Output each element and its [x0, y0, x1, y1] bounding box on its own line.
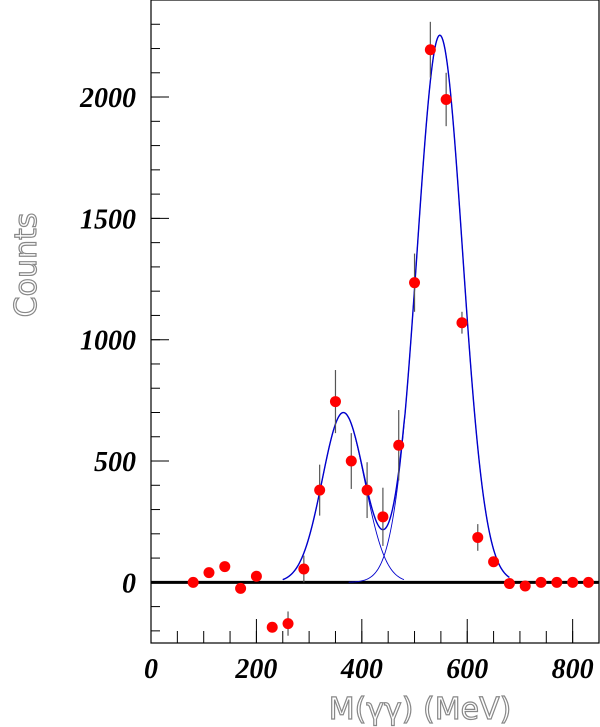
data-point	[440, 93, 452, 105]
y-tick-label: 500	[94, 447, 136, 478]
minor-ticks	[151, 23, 574, 643]
y-tick-label: 2000	[79, 83, 136, 114]
data-point	[551, 576, 563, 588]
y-axis-title: Counts	[9, 213, 44, 318]
y-tick-label: 1500	[80, 204, 136, 235]
data-point	[203, 567, 215, 579]
data-point	[488, 556, 500, 568]
data-point	[456, 317, 468, 329]
data-point	[361, 484, 373, 496]
data-point	[345, 455, 357, 467]
data-point	[250, 570, 262, 582]
data-point	[393, 439, 405, 451]
y-tick-label: 0	[122, 568, 136, 599]
fit-component-curve-1	[282, 412, 405, 581]
data-point	[298, 563, 310, 575]
plot-frame	[150, 0, 600, 644]
fit-curves	[282, 34, 510, 583]
data-point	[567, 576, 579, 588]
data-point	[424, 44, 436, 56]
data-point	[329, 396, 341, 408]
data-point	[266, 621, 278, 633]
data-point	[219, 561, 231, 573]
data-point	[582, 576, 594, 588]
data-point	[187, 576, 199, 588]
x-axis-title: M(γγ) (MeV)	[329, 692, 512, 727]
data-point	[409, 277, 421, 289]
data-point	[519, 580, 531, 592]
data-point	[377, 511, 389, 523]
y-tick-label: 1000	[80, 326, 136, 357]
y-tick-labels: 0 500 1000 1500 2000	[79, 83, 136, 599]
major-ticks	[151, 96, 574, 643]
data-point	[472, 531, 484, 543]
data-point	[235, 582, 247, 594]
data-point	[314, 484, 326, 496]
data-point	[282, 618, 294, 630]
data-point	[535, 576, 547, 588]
x-tick-label: 800	[552, 654, 594, 685]
fit-component-curve-2	[348, 34, 510, 583]
x-tick-label: 0	[144, 654, 158, 685]
x-tick-label: 600	[446, 654, 488, 685]
x-tick-label: 400	[340, 654, 383, 685]
error-bars	[287, 21, 495, 636]
data-points	[187, 44, 594, 633]
data-point	[503, 578, 515, 590]
x-tick-labels: 0 200 400 600 800	[144, 654, 594, 685]
x-tick-label: 200	[234, 654, 277, 685]
